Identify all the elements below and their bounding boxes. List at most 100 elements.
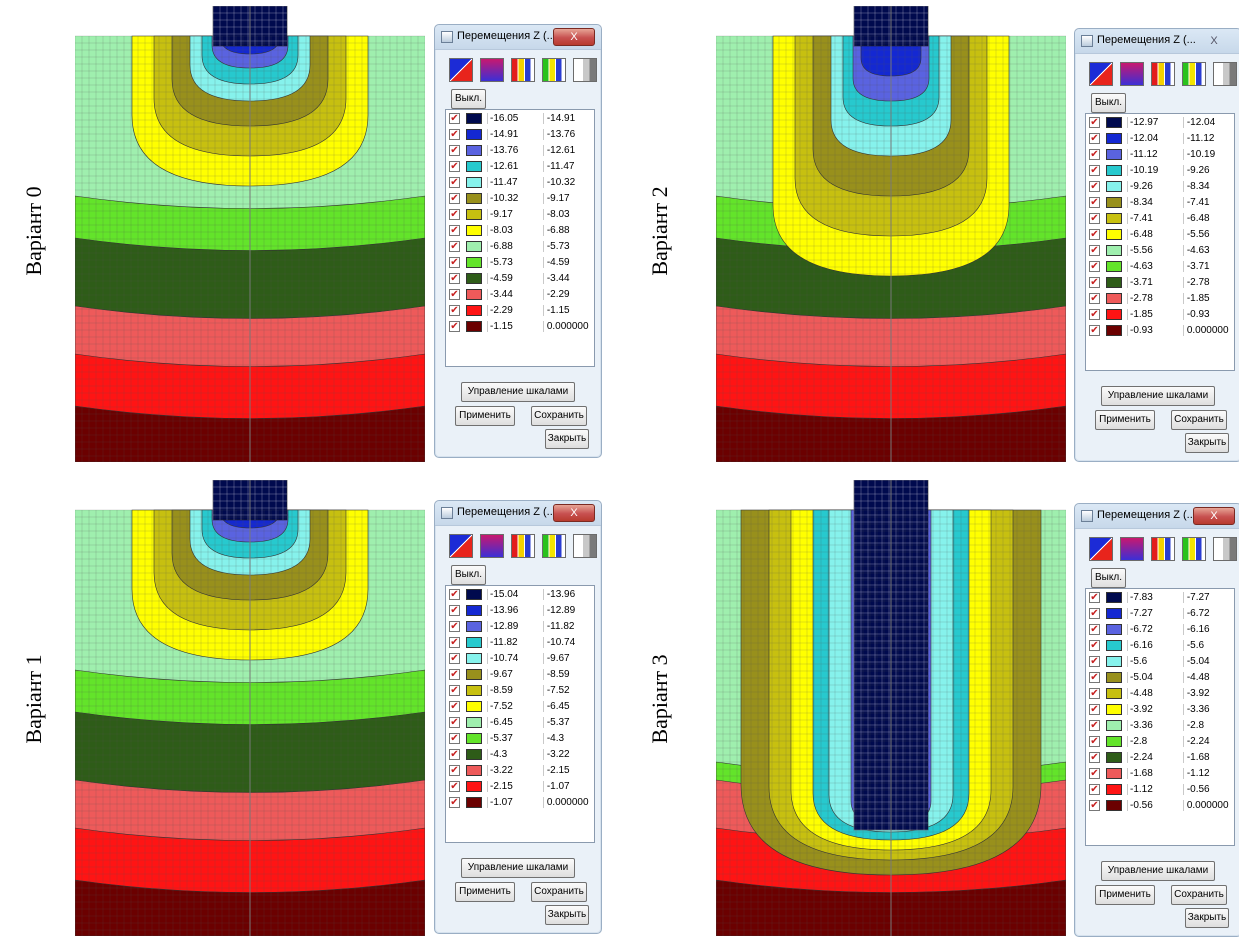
legend-checkbox[interactable]: ✔ bbox=[449, 288, 460, 300]
legend-checkbox[interactable]: ✔ bbox=[1089, 607, 1100, 619]
legend-row[interactable]: ✔ -10.74 -9.67 bbox=[446, 650, 594, 666]
legend-row[interactable]: ✔ -7.52 -6.45 bbox=[446, 698, 594, 714]
scale-control-button[interactable]: Управление шкалами bbox=[1101, 861, 1215, 881]
palette-gradient-icon[interactable] bbox=[480, 534, 504, 558]
legend-row[interactable]: ✔ -7.27 -6.72 bbox=[1086, 605, 1234, 621]
legend-row[interactable]: ✔ -10.32 -9.17 bbox=[446, 190, 594, 206]
legend-checkbox[interactable]: ✔ bbox=[449, 588, 460, 600]
legend-checkbox[interactable]: ✔ bbox=[1089, 671, 1100, 683]
palette-spectrum-icon[interactable] bbox=[1182, 537, 1206, 561]
legend-row[interactable]: ✔ -3.22 -2.15 bbox=[446, 762, 594, 778]
legend-row[interactable]: ✔ -9.17 -8.03 bbox=[446, 206, 594, 222]
palette-rainbow-icon[interactable] bbox=[511, 58, 535, 82]
legend-row[interactable]: ✔ -0.56 0.000000 bbox=[1086, 797, 1234, 813]
legend-checkbox[interactable]: ✔ bbox=[449, 636, 460, 648]
legend-row[interactable]: ✔ -14.91 -13.76 bbox=[446, 126, 594, 142]
legend-checkbox[interactable]: ✔ bbox=[1089, 132, 1100, 144]
window-close-button[interactable]: X bbox=[553, 504, 595, 522]
save-button[interactable]: Сохранить bbox=[1171, 410, 1227, 430]
legend-checkbox[interactable]: ✔ bbox=[449, 684, 460, 696]
legend-checkbox[interactable]: ✔ bbox=[449, 748, 460, 760]
legend-checkbox[interactable]: ✔ bbox=[1089, 116, 1100, 128]
palette-spectrum-icon[interactable] bbox=[542, 534, 566, 558]
legend-row[interactable]: ✔ -12.61 -11.47 bbox=[446, 158, 594, 174]
legend-checkbox[interactable]: ✔ bbox=[1089, 292, 1100, 304]
legend-checkbox[interactable]: ✔ bbox=[449, 160, 460, 172]
legend-checkbox[interactable]: ✔ bbox=[1089, 148, 1100, 160]
legend-checkbox[interactable]: ✔ bbox=[449, 620, 460, 632]
legend-checkbox[interactable]: ✔ bbox=[449, 304, 460, 316]
legend-row[interactable]: ✔ -1.15 0.000000 bbox=[446, 318, 594, 334]
legend-checkbox[interactable]: ✔ bbox=[1089, 655, 1100, 667]
legend-checkbox[interactable]: ✔ bbox=[449, 240, 460, 252]
save-button[interactable]: Сохранить bbox=[531, 882, 587, 902]
legend-row[interactable]: ✔ -3.92 -3.36 bbox=[1086, 701, 1234, 717]
legend-checkbox[interactable]: ✔ bbox=[1089, 639, 1100, 651]
legend-row[interactable]: ✔ -11.12 -10.19 bbox=[1086, 146, 1234, 162]
dialog-titlebar[interactable]: Перемещения Z (... X bbox=[435, 501, 601, 526]
legend-row[interactable]: ✔ -8.03 -6.88 bbox=[446, 222, 594, 238]
palette-rainbow-icon[interactable] bbox=[1151, 62, 1175, 86]
window-close-button[interactable]: X bbox=[1210, 35, 1218, 47]
legend-row[interactable]: ✔ -5.56 -4.63 bbox=[1086, 242, 1234, 258]
legend-checkbox[interactable]: ✔ bbox=[1089, 228, 1100, 240]
palette-diagonal-icon[interactable] bbox=[1089, 62, 1113, 86]
legend-row[interactable]: ✔ -4.3 -3.22 bbox=[446, 746, 594, 762]
palette-rainbow-icon[interactable] bbox=[1151, 537, 1175, 561]
legend-row[interactable]: ✔ -9.67 -8.59 bbox=[446, 666, 594, 682]
palette-diagonal-icon[interactable] bbox=[449, 58, 473, 82]
legend-row[interactable]: ✔ -16.05 -14.91 bbox=[446, 110, 594, 126]
palette-diagonal-icon[interactable] bbox=[1089, 537, 1113, 561]
toggle-off-button[interactable]: Выкл. bbox=[1091, 93, 1126, 113]
legend-checkbox[interactable]: ✔ bbox=[449, 144, 460, 156]
toggle-off-button[interactable]: Выкл. bbox=[451, 565, 486, 585]
legend-checkbox[interactable]: ✔ bbox=[449, 604, 460, 616]
legend-row[interactable]: ✔ -5.04 -4.48 bbox=[1086, 669, 1234, 685]
legend-row[interactable]: ✔ -1.85 -0.93 bbox=[1086, 306, 1234, 322]
legend-row[interactable]: ✔ -4.63 -3.71 bbox=[1086, 258, 1234, 274]
legend-checkbox[interactable]: ✔ bbox=[449, 668, 460, 680]
palette-gradient-icon[interactable] bbox=[1120, 537, 1144, 561]
legend-row[interactable]: ✔ -6.72 -6.16 bbox=[1086, 621, 1234, 637]
legend-checkbox[interactable]: ✔ bbox=[1089, 180, 1100, 192]
legend-row[interactable]: ✔ -7.83 -7.27 bbox=[1086, 589, 1234, 605]
legend-row[interactable]: ✔ -4.59 -3.44 bbox=[446, 270, 594, 286]
legend-row[interactable]: ✔ -1.07 0.000000 bbox=[446, 794, 594, 810]
legend-checkbox[interactable]: ✔ bbox=[1089, 196, 1100, 208]
legend-row[interactable]: ✔ -2.15 -1.07 bbox=[446, 778, 594, 794]
legend-row[interactable]: ✔ -3.36 -2.8 bbox=[1086, 717, 1234, 733]
legend-checkbox[interactable]: ✔ bbox=[449, 208, 460, 220]
palette-grayscale-icon[interactable] bbox=[1213, 62, 1237, 86]
close-button[interactable]: Закрыть bbox=[545, 905, 589, 925]
close-button[interactable]: Закрыть bbox=[1185, 908, 1229, 928]
dialog-titlebar[interactable]: Перемещения Z (... X bbox=[435, 25, 601, 50]
legend-checkbox[interactable]: ✔ bbox=[449, 796, 460, 808]
legend-checkbox[interactable]: ✔ bbox=[449, 700, 460, 712]
legend-checkbox[interactable]: ✔ bbox=[1089, 719, 1100, 731]
apply-button[interactable]: Применить bbox=[1095, 410, 1155, 430]
legend-row[interactable]: ✔ -6.45 -5.37 bbox=[446, 714, 594, 730]
legend-row[interactable]: ✔ -11.47 -10.32 bbox=[446, 174, 594, 190]
legend-checkbox[interactable]: ✔ bbox=[449, 652, 460, 664]
legend-checkbox[interactable]: ✔ bbox=[449, 128, 460, 140]
legend-row[interactable]: ✔ -13.76 -12.61 bbox=[446, 142, 594, 158]
legend-row[interactable]: ✔ -8.34 -7.41 bbox=[1086, 194, 1234, 210]
legend-row[interactable]: ✔ -1.12 -0.56 bbox=[1086, 781, 1234, 797]
legend-checkbox[interactable]: ✔ bbox=[449, 256, 460, 268]
scale-control-button[interactable]: Управление шкалами bbox=[1101, 386, 1215, 406]
legend-row[interactable]: ✔ -12.04 -11.12 bbox=[1086, 130, 1234, 146]
legend-row[interactable]: ✔ -2.78 -1.85 bbox=[1086, 290, 1234, 306]
scale-control-button[interactable]: Управление шкалами bbox=[461, 858, 575, 878]
palette-spectrum-icon[interactable] bbox=[542, 58, 566, 82]
legend-row[interactable]: ✔ -9.26 -8.34 bbox=[1086, 178, 1234, 194]
legend-checkbox[interactable]: ✔ bbox=[449, 112, 460, 124]
palette-gradient-icon[interactable] bbox=[480, 58, 504, 82]
legend-checkbox[interactable]: ✔ bbox=[449, 192, 460, 204]
legend-row[interactable]: ✔ -2.24 -1.68 bbox=[1086, 749, 1234, 765]
legend-row[interactable]: ✔ -2.8 -2.24 bbox=[1086, 733, 1234, 749]
legend-checkbox[interactable]: ✔ bbox=[449, 224, 460, 236]
legend-row[interactable]: ✔ -1.68 -1.12 bbox=[1086, 765, 1234, 781]
legend-checkbox[interactable]: ✔ bbox=[1089, 799, 1100, 811]
legend-checkbox[interactable]: ✔ bbox=[1089, 164, 1100, 176]
legend-row[interactable]: ✔ -11.82 -10.74 bbox=[446, 634, 594, 650]
